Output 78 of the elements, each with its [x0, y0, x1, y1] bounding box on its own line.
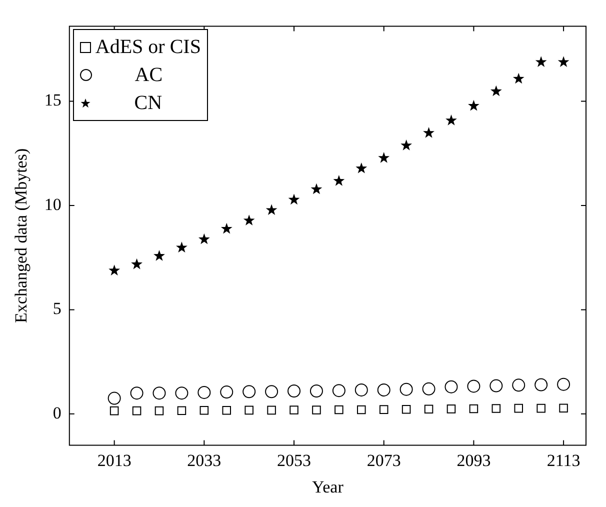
point — [333, 174, 345, 186]
y-tick-label: 0 — [52, 403, 62, 422]
point — [468, 100, 480, 111]
point — [557, 378, 570, 391]
point — [512, 378, 526, 392]
point — [198, 386, 211, 399]
point — [514, 404, 524, 413]
legend-label: AC — [134, 63, 164, 88]
point — [357, 405, 366, 414]
point — [534, 378, 548, 392]
y-axis-title: Exchanged data (Mbytes) — [12, 148, 31, 324]
point — [220, 222, 232, 234]
point — [310, 183, 322, 194]
legend-label: AdES or CIS — [95, 35, 201, 60]
point — [176, 242, 188, 253]
point — [402, 404, 411, 414]
point — [131, 258, 142, 270]
point — [266, 204, 278, 215]
point — [490, 85, 502, 96]
x-tick-label: 2113 — [546, 450, 580, 470]
x-tick-label: 2053 — [277, 450, 312, 470]
point — [334, 405, 344, 414]
legend-label: CN — [133, 91, 164, 116]
point — [423, 127, 434, 138]
point — [288, 384, 301, 398]
x-tick-label: 2073 — [366, 450, 401, 470]
point — [198, 233, 210, 244]
point — [377, 383, 390, 396]
point — [492, 404, 501, 413]
point — [175, 386, 188, 400]
point — [132, 406, 142, 416]
point — [242, 385, 256, 398]
point — [222, 406, 232, 415]
point — [469, 404, 478, 414]
point — [288, 194, 300, 205]
point — [559, 404, 568, 412]
point — [535, 56, 547, 67]
point — [108, 392, 121, 405]
point — [290, 406, 298, 414]
point — [354, 383, 368, 396]
point — [444, 380, 458, 394]
y-tick-label: 15 — [44, 90, 62, 110]
y-tick-label: 10 — [44, 194, 62, 214]
point — [200, 406, 209, 415]
point — [154, 250, 165, 261]
point — [243, 214, 255, 226]
point — [378, 152, 390, 163]
point — [130, 386, 144, 400]
point — [267, 406, 276, 415]
x-tick-label: 2013 — [97, 450, 132, 470]
point — [152, 386, 166, 400]
point — [400, 140, 412, 150]
point — [312, 406, 321, 414]
point — [536, 404, 546, 413]
point — [512, 72, 524, 84]
point — [154, 406, 164, 416]
x-axis-title: Year — [312, 477, 344, 496]
point — [446, 404, 456, 414]
point — [446, 114, 457, 126]
point — [422, 382, 436, 396]
point — [379, 405, 388, 414]
point — [356, 162, 368, 174]
point — [424, 404, 434, 414]
point — [110, 406, 119, 416]
point — [220, 386, 234, 399]
point — [558, 56, 570, 67]
x-tick-label: 2033 — [187, 450, 222, 470]
point — [332, 384, 346, 398]
point — [310, 384, 323, 398]
point — [265, 385, 278, 398]
x-tick-label: 2093 — [456, 450, 491, 470]
point — [467, 380, 480, 393]
point — [490, 379, 503, 392]
point — [244, 406, 254, 415]
y-tick-label: 5 — [52, 299, 62, 318]
point — [108, 264, 120, 276]
point — [400, 382, 413, 396]
point — [177, 406, 186, 415]
